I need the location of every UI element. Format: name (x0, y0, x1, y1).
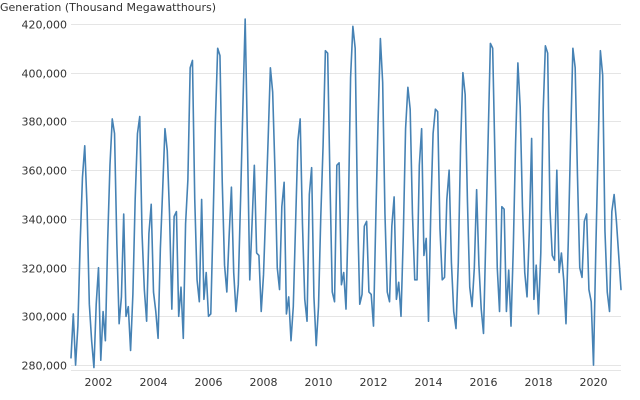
y-tick-label: 360,000 (22, 165, 68, 178)
x-tick-label: 2020 (580, 376, 608, 389)
x-tick-label: 2014 (415, 376, 443, 389)
y-tick-label: 420,000 (22, 19, 68, 32)
y-axis-title: Generation (Thousand Megawatthours) (0, 1, 216, 14)
x-tick-label: 2012 (360, 376, 388, 389)
y-tick-labels: 280,000 300,000 320,000 340,000 360,000 380,0… (22, 19, 68, 373)
y-tick-label: 320,000 (22, 263, 68, 276)
x-tick-label: 2006 (195, 376, 223, 389)
x-tick-label: 2004 (140, 376, 168, 389)
y-tick-label: 380,000 (22, 116, 68, 129)
y-tick-label: 340,000 (22, 214, 68, 227)
series-layer (70, 18, 622, 369)
y-tick-label: 280,000 (22, 360, 68, 373)
x-tick-label: 2002 (85, 376, 113, 389)
x-tick-label: 2016 (470, 376, 498, 389)
y-tick-label: 400,000 (22, 68, 68, 81)
x-tick-labels: 2002 2004 2006 2008 2010 2012 2014 2016 2018 2020 (85, 376, 608, 389)
series-line (70, 18, 622, 369)
x-tick-label: 2018 (525, 376, 553, 389)
x-tick-label: 2010 (305, 376, 333, 389)
y-tick-label: 300,000 (22, 311, 68, 324)
x-tick-label: 2008 (250, 376, 278, 389)
